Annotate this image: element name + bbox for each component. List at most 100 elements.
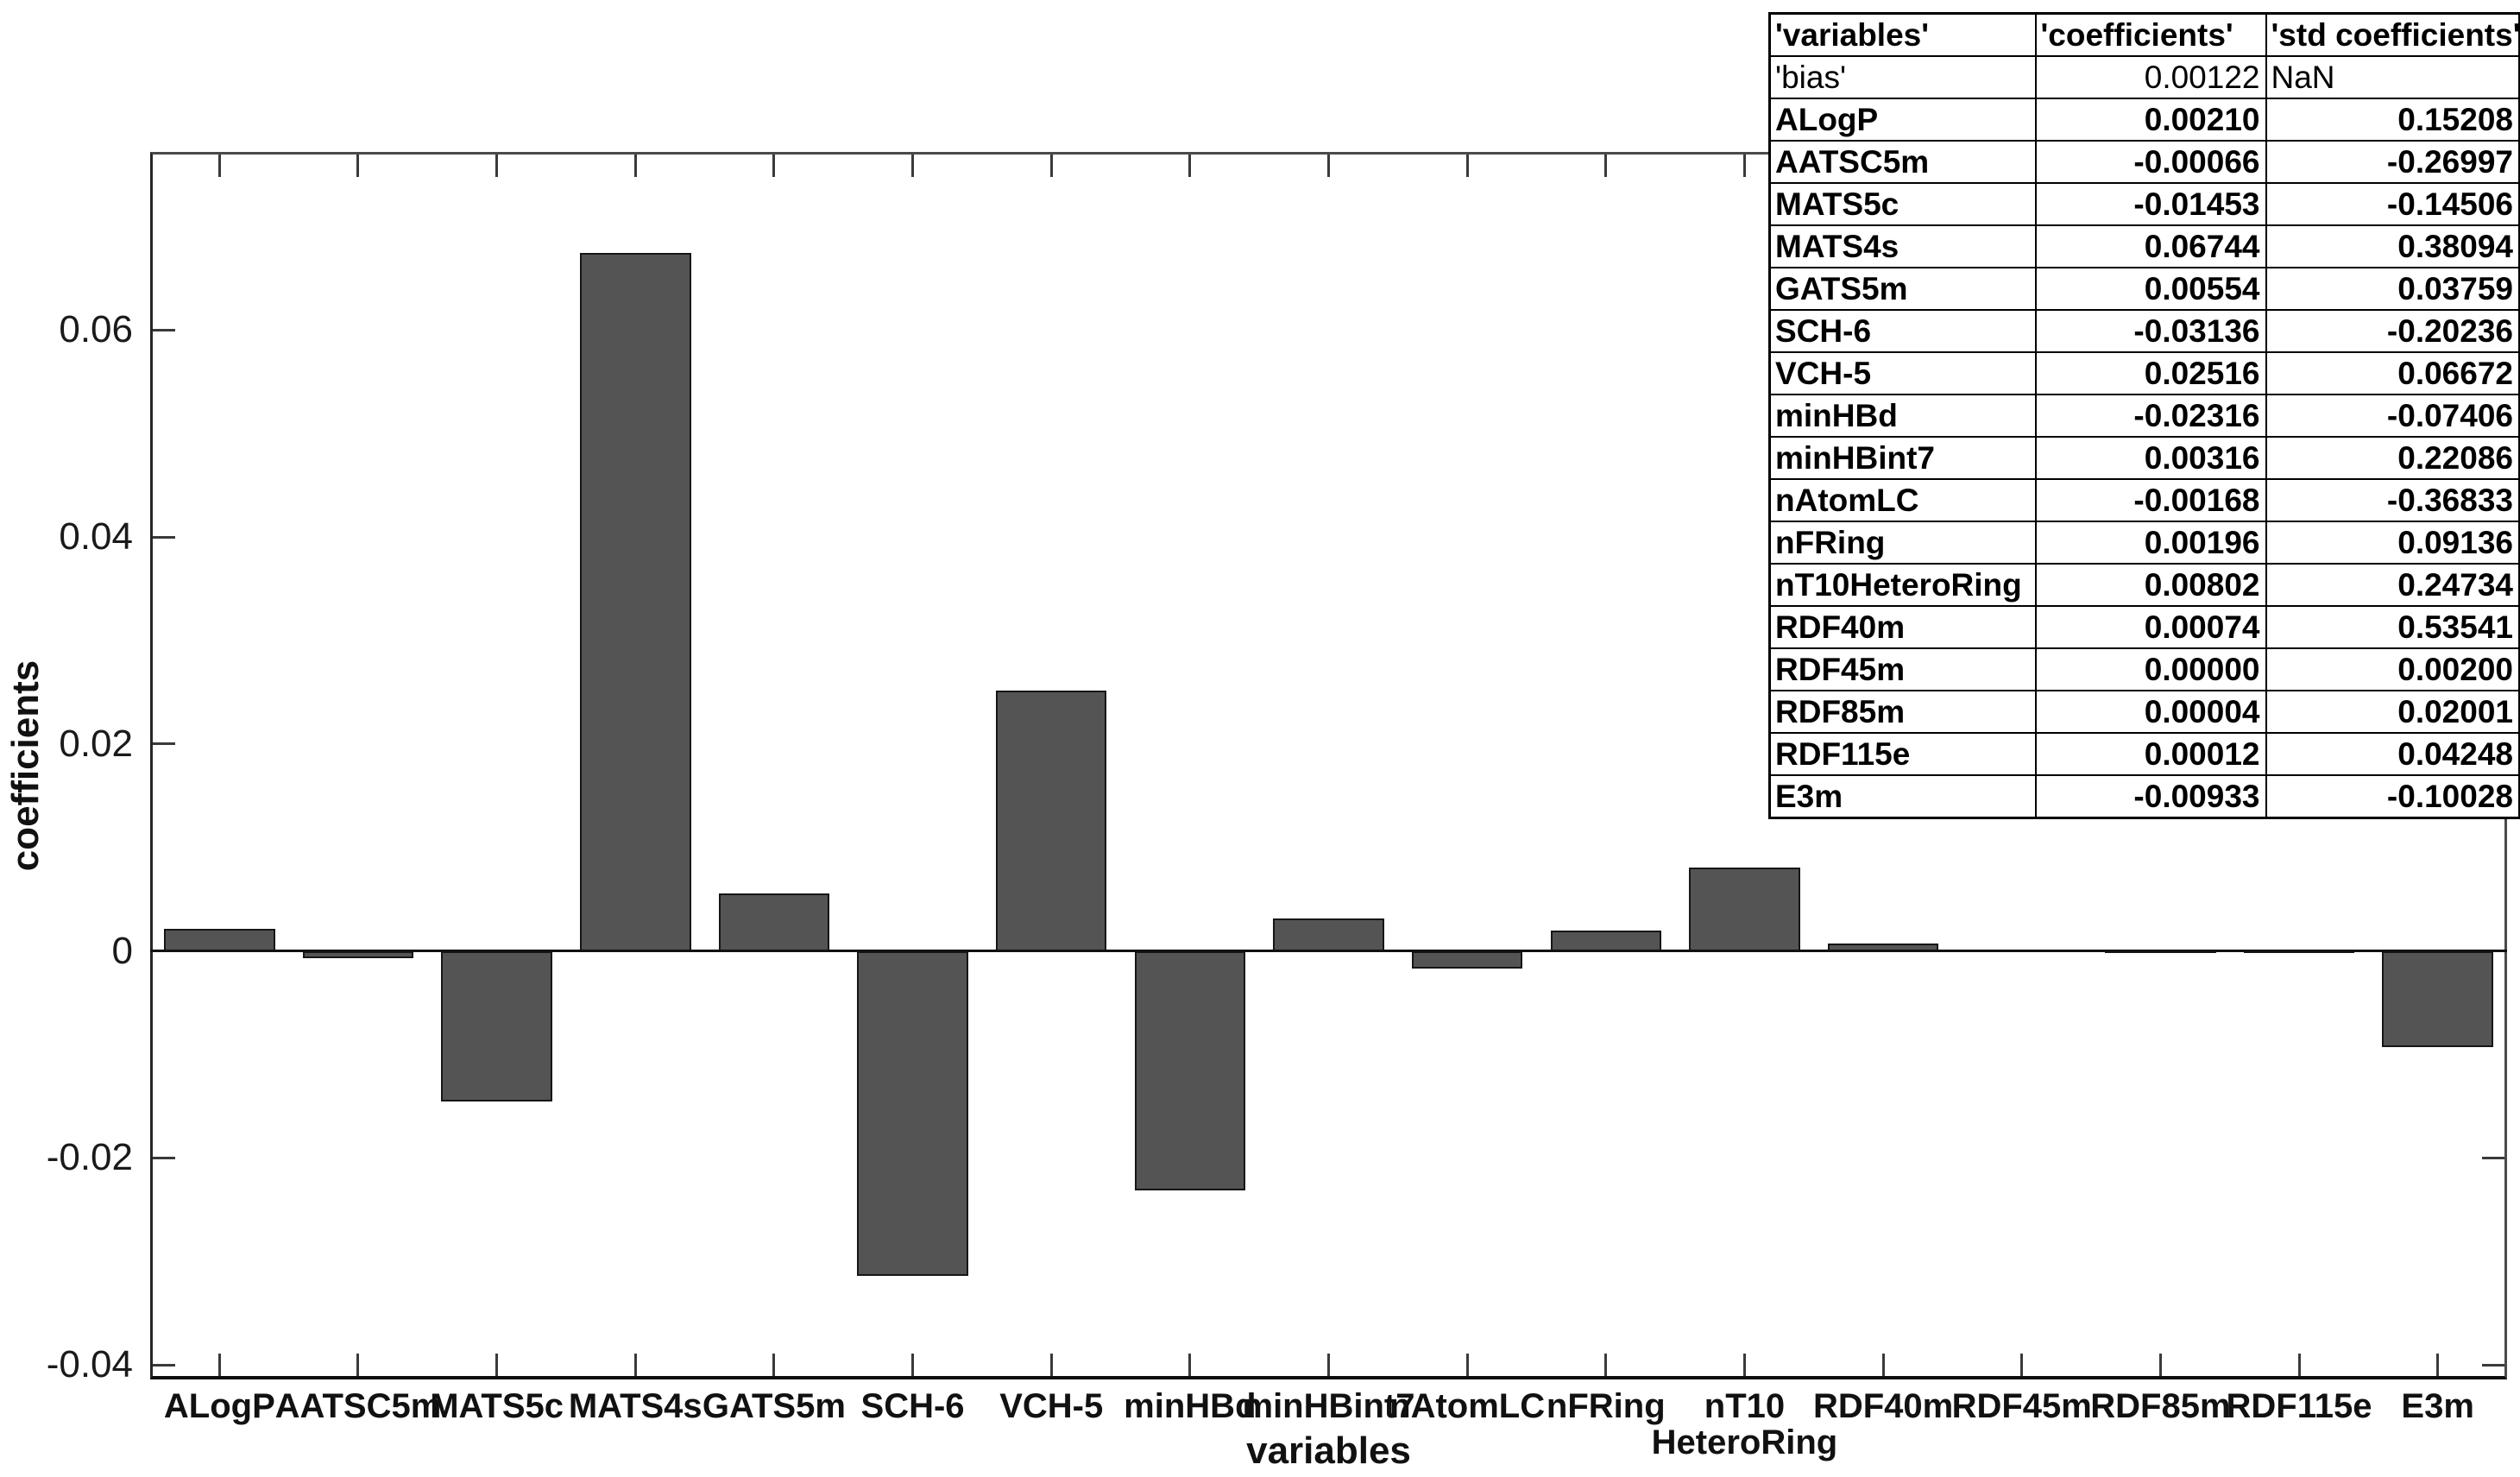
table-header-row: 'variables''coefficients''std coefficien… <box>1768 12 2520 57</box>
bar <box>857 950 968 1276</box>
table-cell-coefficient: 0.00074 <box>2034 605 2267 649</box>
table-cell-variable: nT10HeteroRing <box>1768 563 2037 607</box>
table-cell-coefficient: 0.06744 <box>2034 224 2267 268</box>
table-cell-coefficient: -0.01453 <box>2034 182 2267 226</box>
table-cell-coefficient: 0.00802 <box>2034 563 2267 607</box>
table-row: RDF85m 0.00004 0.02001 <box>1768 690 2520 734</box>
table-cell-std-coefficient: 0.06672 <box>2265 351 2520 395</box>
table-cell-std-coefficient: NaN <box>2265 55 2520 99</box>
bar <box>2382 950 2493 1048</box>
x-axis-tick-top <box>356 155 360 177</box>
x-axis-tick <box>1604 1354 1608 1376</box>
x-axis-tick-top <box>1049 155 1053 177</box>
x-axis-tick-top <box>1327 155 1330 177</box>
x-axis-tick <box>911 1354 915 1376</box>
y-axis-tick-right <box>2482 1156 2504 1159</box>
bar <box>164 929 275 951</box>
table-cell-variable: RDF45m <box>1768 647 2037 691</box>
x-axis-category-label: SCH-6 <box>860 1387 965 1425</box>
table-cell-coefficient: 0.00210 <box>2034 98 2267 142</box>
y-axis-tick <box>153 742 175 746</box>
table-cell-variable: GATS5m <box>1768 267 2037 311</box>
table-cell-std-coefficient: -0.36833 <box>2265 478 2520 522</box>
x-axis-tick-top <box>633 155 637 177</box>
table-row: MATS5c -0.01453 -0.14506 <box>1768 182 2520 226</box>
table-row: MATS4s 0.06744 0.38094 <box>1768 224 2520 268</box>
table-cell-std-coefficient: 0.24734 <box>2265 563 2520 607</box>
x-axis-tick <box>2158 1354 2162 1376</box>
table-cell-std-coefficient: -0.14506 <box>2265 182 2520 226</box>
y-axis-tick-label: 0.02 <box>59 722 133 765</box>
x-axis-tick-top <box>495 155 499 177</box>
table-cell-variable: minHBd <box>1768 394 2037 438</box>
x-axis-tick-top <box>1604 155 1608 177</box>
table-cell-coefficient: -0.00168 <box>2034 478 2267 522</box>
x-axis-tick <box>2297 1354 2301 1376</box>
y-axis-title: coefficients <box>4 660 47 872</box>
table-row: RDF40m 0.00074 0.53541 <box>1768 605 2520 649</box>
table-cell-variable: RDF85m <box>1768 690 2037 734</box>
table-row: minHBint7 0.00316 0.22086 <box>1768 436 2520 480</box>
y-axis-tick-label: -0.04 <box>46 1343 133 1386</box>
y-axis-tick <box>153 1363 175 1367</box>
bar <box>441 950 552 1101</box>
x-axis-category-label: AATSC5m <box>274 1387 442 1425</box>
table-cell-std-coefficient: -0.26997 <box>2265 140 2520 184</box>
x-axis-category-label: RDF115e <box>2226 1387 2372 1425</box>
x-axis-tick <box>1188 1354 1192 1376</box>
x-axis-tick <box>2020 1354 2024 1376</box>
table-cell-variable: MATS4s <box>1768 224 2037 268</box>
table-row: ALogP 0.00210 0.15208 <box>1768 98 2520 142</box>
x-axis-category-label: ALogP <box>163 1387 275 1425</box>
x-axis-category-label: RDF85m <box>2090 1387 2231 1425</box>
table-cell-std-coefficient: 0.15208 <box>2265 98 2520 142</box>
x-axis-category-label: RDF40m <box>1812 1387 1954 1425</box>
x-axis-category-label: RDF45m <box>1951 1387 2092 1425</box>
table-cell-std-coefficient: -0.10028 <box>2265 774 2520 819</box>
table-cell-variable: VCH-5 <box>1768 351 2037 395</box>
x-axis-tick-top <box>217 155 221 177</box>
table-header-row: 'variables''coefficients''std coefficien… <box>1768 12 2520 57</box>
table-header-cell: 'std coefficients' <box>2265 12 2520 57</box>
table-row: minHBd -0.02316 -0.07406 <box>1768 394 2520 438</box>
table-cell-std-coefficient: 0.03759 <box>2265 267 2520 311</box>
table-row: RDF45m 0.00000 0.00200 <box>1768 647 2520 691</box>
table-cell-variable: nAtomLC <box>1768 478 2037 522</box>
table-cell-std-coefficient: 0.00200 <box>2265 647 2520 691</box>
table-row: nT10HeteroRing 0.00802 0.24734 <box>1768 563 2520 607</box>
table-cell-variable: nFRing <box>1768 521 2037 565</box>
table-cell-variable: RDF115e <box>1768 732 2037 776</box>
x-axis-category-label: minHBd <box>1124 1387 1257 1425</box>
y-axis-tick-label: 0 <box>111 929 133 972</box>
bar <box>580 253 691 951</box>
table-cell-coefficient: -0.00066 <box>2034 140 2267 184</box>
table-cell-std-coefficient: 0.22086 <box>2265 436 2520 480</box>
x-axis-category-label: nAtomLC <box>1389 1387 1546 1425</box>
table-row: RDF115e 0.00012 0.04248 <box>1768 732 2520 776</box>
x-axis-category-label: GATS5m <box>702 1387 846 1425</box>
x-axis-tick <box>1465 1354 1469 1376</box>
y-axis-tick-label: 0.04 <box>59 515 133 559</box>
x-axis-category-label: minHBint7 <box>1242 1387 1415 1425</box>
table-row: nAtomLC -0.00168 -0.36833 <box>1768 478 2520 522</box>
table-cell-std-coefficient: 0.53541 <box>2265 605 2520 649</box>
table-cell-std-coefficient: 0.04248 <box>2265 732 2520 776</box>
table-cell-variable: SCH-6 <box>1768 309 2037 353</box>
table-cell-coefficient: -0.02316 <box>2034 394 2267 438</box>
x-axis-tick <box>356 1354 360 1376</box>
table-cell-coefficient: 0.00554 <box>2034 267 2267 311</box>
table-cell-variable: MATS5c <box>1768 182 2037 226</box>
x-axis-category-label: nFRing <box>1546 1387 1666 1425</box>
table-cell-coefficient: 0.00122 <box>2034 55 2267 99</box>
table-cell-variable: 'bias' <box>1768 55 2037 99</box>
x-axis-title: variables <box>1246 1430 1411 1472</box>
bar <box>1273 918 1384 951</box>
table-header-cell: 'coefficients' <box>2034 12 2267 57</box>
x-axis-tick-top <box>911 155 915 177</box>
bar <box>718 893 830 951</box>
bar <box>1411 950 1523 969</box>
x-axis-tick-top <box>772 155 776 177</box>
table-row: 'bias' 0.00122 NaN <box>1768 55 2520 99</box>
y-axis-tick <box>153 1156 175 1159</box>
